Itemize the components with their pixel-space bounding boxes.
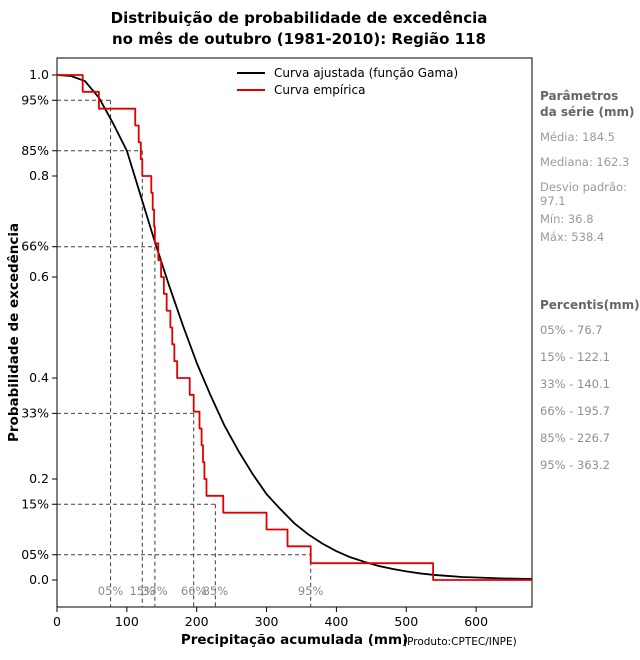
y-axis: 1.0 95% 85% 0.8 66% 0.6 0.4 33% 0.2 15% 05% 0.0: [21, 67, 57, 587]
product-credit: (Produto:CPTEC/INPE): [403, 636, 517, 648]
y-tick-label: 05%: [21, 547, 49, 562]
percentil-33: 33% - 140.1: [540, 377, 610, 391]
stat-min: Mín: 36.8: [540, 212, 594, 226]
empirical-curve: [57, 74, 532, 581]
percentil-15: 15% - 122.1: [540, 350, 610, 364]
chart-title: Distribuição de probabilidade de excedên…: [0, 8, 598, 50]
stat-mediana: Mediana: 162.3: [540, 155, 630, 169]
guide-label: 05%: [98, 584, 124, 598]
guide-label: 85%: [203, 584, 229, 598]
x-tick-label: 0: [53, 614, 61, 629]
x-axis-label: Precipitação acumulada (mm): [180, 632, 409, 648]
x-tick-label: 500: [394, 614, 418, 629]
percentile-guides: 05% 15%33% 66%85% 95%: [57, 99, 324, 607]
guide-label: 66%: [181, 584, 207, 598]
guide-label: 95%: [298, 584, 324, 598]
percentis-heading: Percentis(mm): [540, 298, 640, 312]
stat-desvio: Desvio padrão: 97.1: [540, 180, 627, 208]
y-tick-label: 95%: [21, 92, 49, 107]
y-axis-label: Probabilidade de excedência: [6, 222, 22, 442]
percentil-66: 66% - 195.7: [540, 404, 610, 418]
legend-label-fitted: Curva ajustada (função Gama): [274, 65, 459, 80]
x-tick-label: 600: [464, 614, 488, 629]
y-tick-label: 0.2: [29, 471, 49, 486]
percentil-05: 05% - 76.7: [540, 323, 603, 337]
y-tick-label: 1.0: [29, 67, 49, 82]
y-tick-label: 15%: [21, 496, 49, 511]
x-tick-label: 300: [255, 614, 279, 629]
x-tick-label: 100: [115, 614, 139, 629]
x-tick-label: 200: [185, 614, 209, 629]
y-tick-label: 33%: [21, 405, 49, 420]
legend-label-empirical: Curva empírica: [274, 82, 366, 97]
stats-side-panel: Parâmetros da série (mm) Média: 184.5 Me…: [540, 88, 640, 485]
y-tick-label: 0.4: [29, 370, 49, 385]
y-tick-label: 66%: [21, 239, 49, 254]
y-tick-label: 0.8: [29, 168, 49, 183]
y-tick-label: 85%: [21, 143, 49, 158]
legend-item-empirical: Curva empírica: [237, 81, 458, 98]
legend-item-fitted: Curva ajustada (função Gama): [237, 64, 458, 81]
stat-media: Média: 184.5: [540, 130, 615, 144]
legend: Curva ajustada (função Gama) Curva empír…: [237, 64, 458, 98]
gamma-curve: [56, 74, 533, 580]
plot-box: [56, 57, 533, 608]
panel-spacer: [540, 255, 637, 297]
x-axis: 0 100 200 300 400 500 600: [53, 607, 488, 629]
y-tick-label: 0.0: [29, 572, 49, 587]
stat-max: Máx: 538.4: [540, 230, 605, 244]
x-tick-label: 400: [324, 614, 348, 629]
chart-title-line1: Distribuição de probabilidade de excedên…: [110, 9, 488, 27]
empirical-line-swatch: [237, 88, 265, 91]
fitted-line-swatch: [237, 71, 265, 74]
guide-label: 33%: [142, 584, 168, 598]
guide-label: 15%: [130, 584, 156, 598]
params-heading: Parâmetros da série (mm): [540, 89, 635, 119]
y-tick-label: 0.6: [29, 269, 49, 284]
percentil-95: 95% - 363.2: [540, 458, 610, 472]
percentil-85: 85% - 226.7: [540, 431, 610, 445]
chart-title-line2: no mês de outubro (1981-2010): Região 11…: [111, 30, 486, 48]
